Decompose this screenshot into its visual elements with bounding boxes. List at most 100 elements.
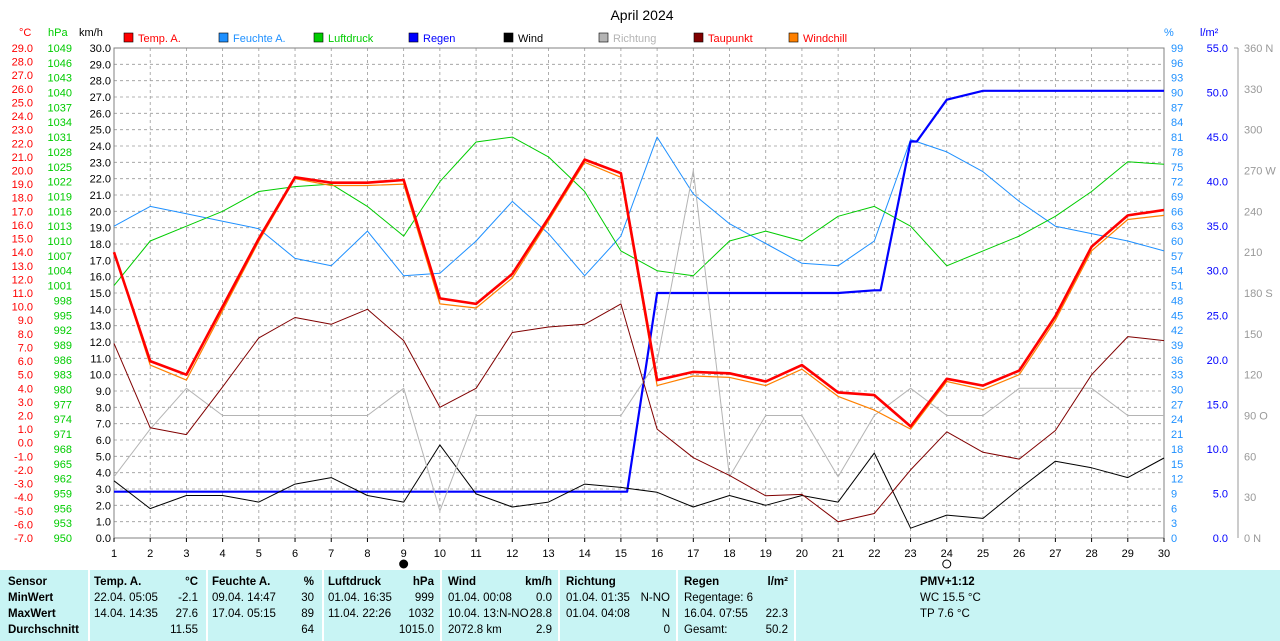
stats-col-sensor: Sensor MinWert MaxWert Durchschnitt (0, 570, 88, 641)
temp-tick-label: 8.0 (18, 329, 33, 341)
stats-unit-wind: km/h (525, 576, 552, 588)
temp-tick-label: 25.0 (12, 97, 33, 109)
stats-header-sensor: Sensor (8, 576, 47, 588)
rain-tick-label: 25.0 (1207, 310, 1228, 322)
pressure-tick-label: 1034 (48, 117, 72, 129)
x-tick-label: 14 (579, 548, 591, 560)
temp-tick-label: 20.0 (12, 166, 33, 178)
temp-tick-label: 22.0 (12, 138, 33, 150)
x-tick-label: 2 (147, 548, 153, 560)
stats-unit-temp: °C (185, 576, 198, 588)
x-tick-label: 19 (760, 548, 772, 560)
temp-tick-label: 7.0 (18, 342, 33, 354)
new-moon-icon (399, 559, 409, 569)
temp-tick-label: 27.0 (12, 70, 33, 82)
legend-label: Wind (518, 33, 543, 45)
wind-tick-label: 18.0 (90, 239, 111, 251)
humidity-tick-label: 54 (1171, 266, 1183, 278)
rain-tick-label: 20.0 (1207, 355, 1228, 367)
humidity-tick-label: 45 (1171, 310, 1183, 322)
humidity-tick-label: 36 (1171, 355, 1183, 367)
chart-legend: Temp. A. Feuchte A. Luftdruck Regen Wind Rich… (123, 32, 847, 45)
wind-tick-label: 0.0 (96, 533, 111, 545)
stats-col-rain: Regen l/m² Regentage: 6 16.04. 07:55 22.… (678, 570, 794, 641)
direction-min-time: 01.04. 01:35 (566, 592, 630, 604)
pmv-dewpoint: TP 7.6 °C (920, 608, 970, 620)
wind-tick-label: 30.0 (90, 43, 111, 55)
humidity-tick-label: 66 (1171, 206, 1183, 218)
temp-tick-label: 2.0 (18, 411, 33, 423)
legend-label: Temp. A. (138, 33, 181, 45)
x-tick-label: 18 (723, 548, 735, 560)
wind-tick-label: 10.0 (90, 370, 111, 382)
wind-tick-label: 14.0 (90, 304, 111, 316)
legend-label: Luftdruck (328, 33, 374, 45)
wind-min-time: 01.04. 00:08 (448, 592, 512, 604)
legend-label: Taupunkt (708, 33, 753, 45)
temp-tick-label: 21.0 (12, 152, 33, 164)
temp-tick-label: 28.0 (12, 57, 33, 69)
humidity-tick-label: 15 (1171, 459, 1183, 471)
legend-swatch (313, 32, 324, 43)
temp-tick-label: 10.0 (12, 302, 33, 314)
stats-header-pressure: Luftdruck (328, 576, 382, 588)
rain-tick-label: 45.0 (1207, 132, 1228, 144)
wind-total-distance: 2072.8 km (448, 624, 502, 636)
humidity-tick-label: 78 (1171, 147, 1183, 159)
x-tick-label: 27 (1049, 548, 1061, 560)
temp-avg-value: 11.55 (170, 624, 198, 636)
rain-tick-label: 10.0 (1207, 444, 1228, 456)
pmv-windchill: WC 15.5 °C (920, 592, 981, 604)
humidity-tick-label: 33 (1171, 370, 1183, 382)
x-tick-label: 8 (364, 548, 370, 560)
pressure-tick-label: 956 (54, 503, 72, 515)
humidity-tick-label: 99 (1171, 43, 1183, 55)
rain-total-value: 50.2 (765, 624, 788, 636)
pressure-tick-label: 1049 (48, 43, 72, 55)
pressure-tick-label: 1028 (48, 147, 72, 159)
pressure-tick-label: 1040 (48, 88, 72, 100)
x-tick-label: 30 (1158, 548, 1170, 560)
temp-tick-label: 6.0 (18, 356, 33, 368)
series-line-7 (113, 303, 1165, 523)
x-tick-label: 17 (687, 548, 699, 560)
temp-tick-label: -1.0 (14, 451, 33, 463)
temp-tick-label: 13.0 (12, 261, 33, 273)
pressure-tick-label: 992 (54, 325, 72, 337)
legend-swatch (218, 32, 229, 43)
x-tick-label: 21 (832, 548, 844, 560)
wind-tick-label: 28.0 (90, 76, 111, 88)
statistics-panel: Sensor MinWert MaxWert Durchschnitt Temp… (0, 570, 1280, 641)
pressure-avg-value: 1015.0 (398, 624, 434, 636)
direction-min-value: N-NO (640, 592, 670, 604)
temp-tick-label: 26.0 (12, 84, 33, 96)
rain-tick-label: 5.0 (1213, 488, 1228, 500)
humidity-tick-label: 87 (1171, 102, 1183, 114)
humidity-tick-label: 6 (1171, 503, 1177, 515)
x-tick-label: 6 (292, 548, 298, 560)
humidity-tick-label: 93 (1171, 73, 1183, 85)
series-line-4 (114, 89, 1164, 493)
humidity-tick-label: 30 (1171, 385, 1183, 397)
pressure-tick-label: 998 (54, 295, 72, 307)
temp-tick-label: 17.0 (12, 206, 33, 218)
direction-tick-label: 120 (1244, 370, 1262, 382)
temp-min-value: -2.1 (178, 592, 198, 604)
humidity-tick-label: 90 (1171, 88, 1183, 100)
pressure-tick-label: 1013 (48, 221, 72, 233)
series-line-5 (113, 444, 1165, 529)
wind-max-value: 28.8 (529, 608, 552, 620)
humidity-avg-value: 64 (301, 624, 314, 636)
temp-tick-label: 0.0 (18, 438, 33, 450)
x-tick-label: 13 (542, 548, 554, 560)
temp-tick-label: -7.0 (14, 533, 33, 545)
pressure-tick-label: 1010 (48, 236, 72, 248)
temp-tick-label: 24.0 (12, 111, 33, 123)
direction-max-time: 01.04. 04:08 (566, 608, 630, 620)
pressure-tick-label: 1016 (48, 206, 72, 218)
rain-tick-label: 15.0 (1207, 399, 1228, 411)
legend-swatch (788, 32, 799, 43)
wind-tick-label: 13.0 (90, 321, 111, 333)
rain-tick-label: 35.0 (1207, 221, 1228, 233)
stats-header-pmv: PMV+1:12 (920, 576, 975, 588)
